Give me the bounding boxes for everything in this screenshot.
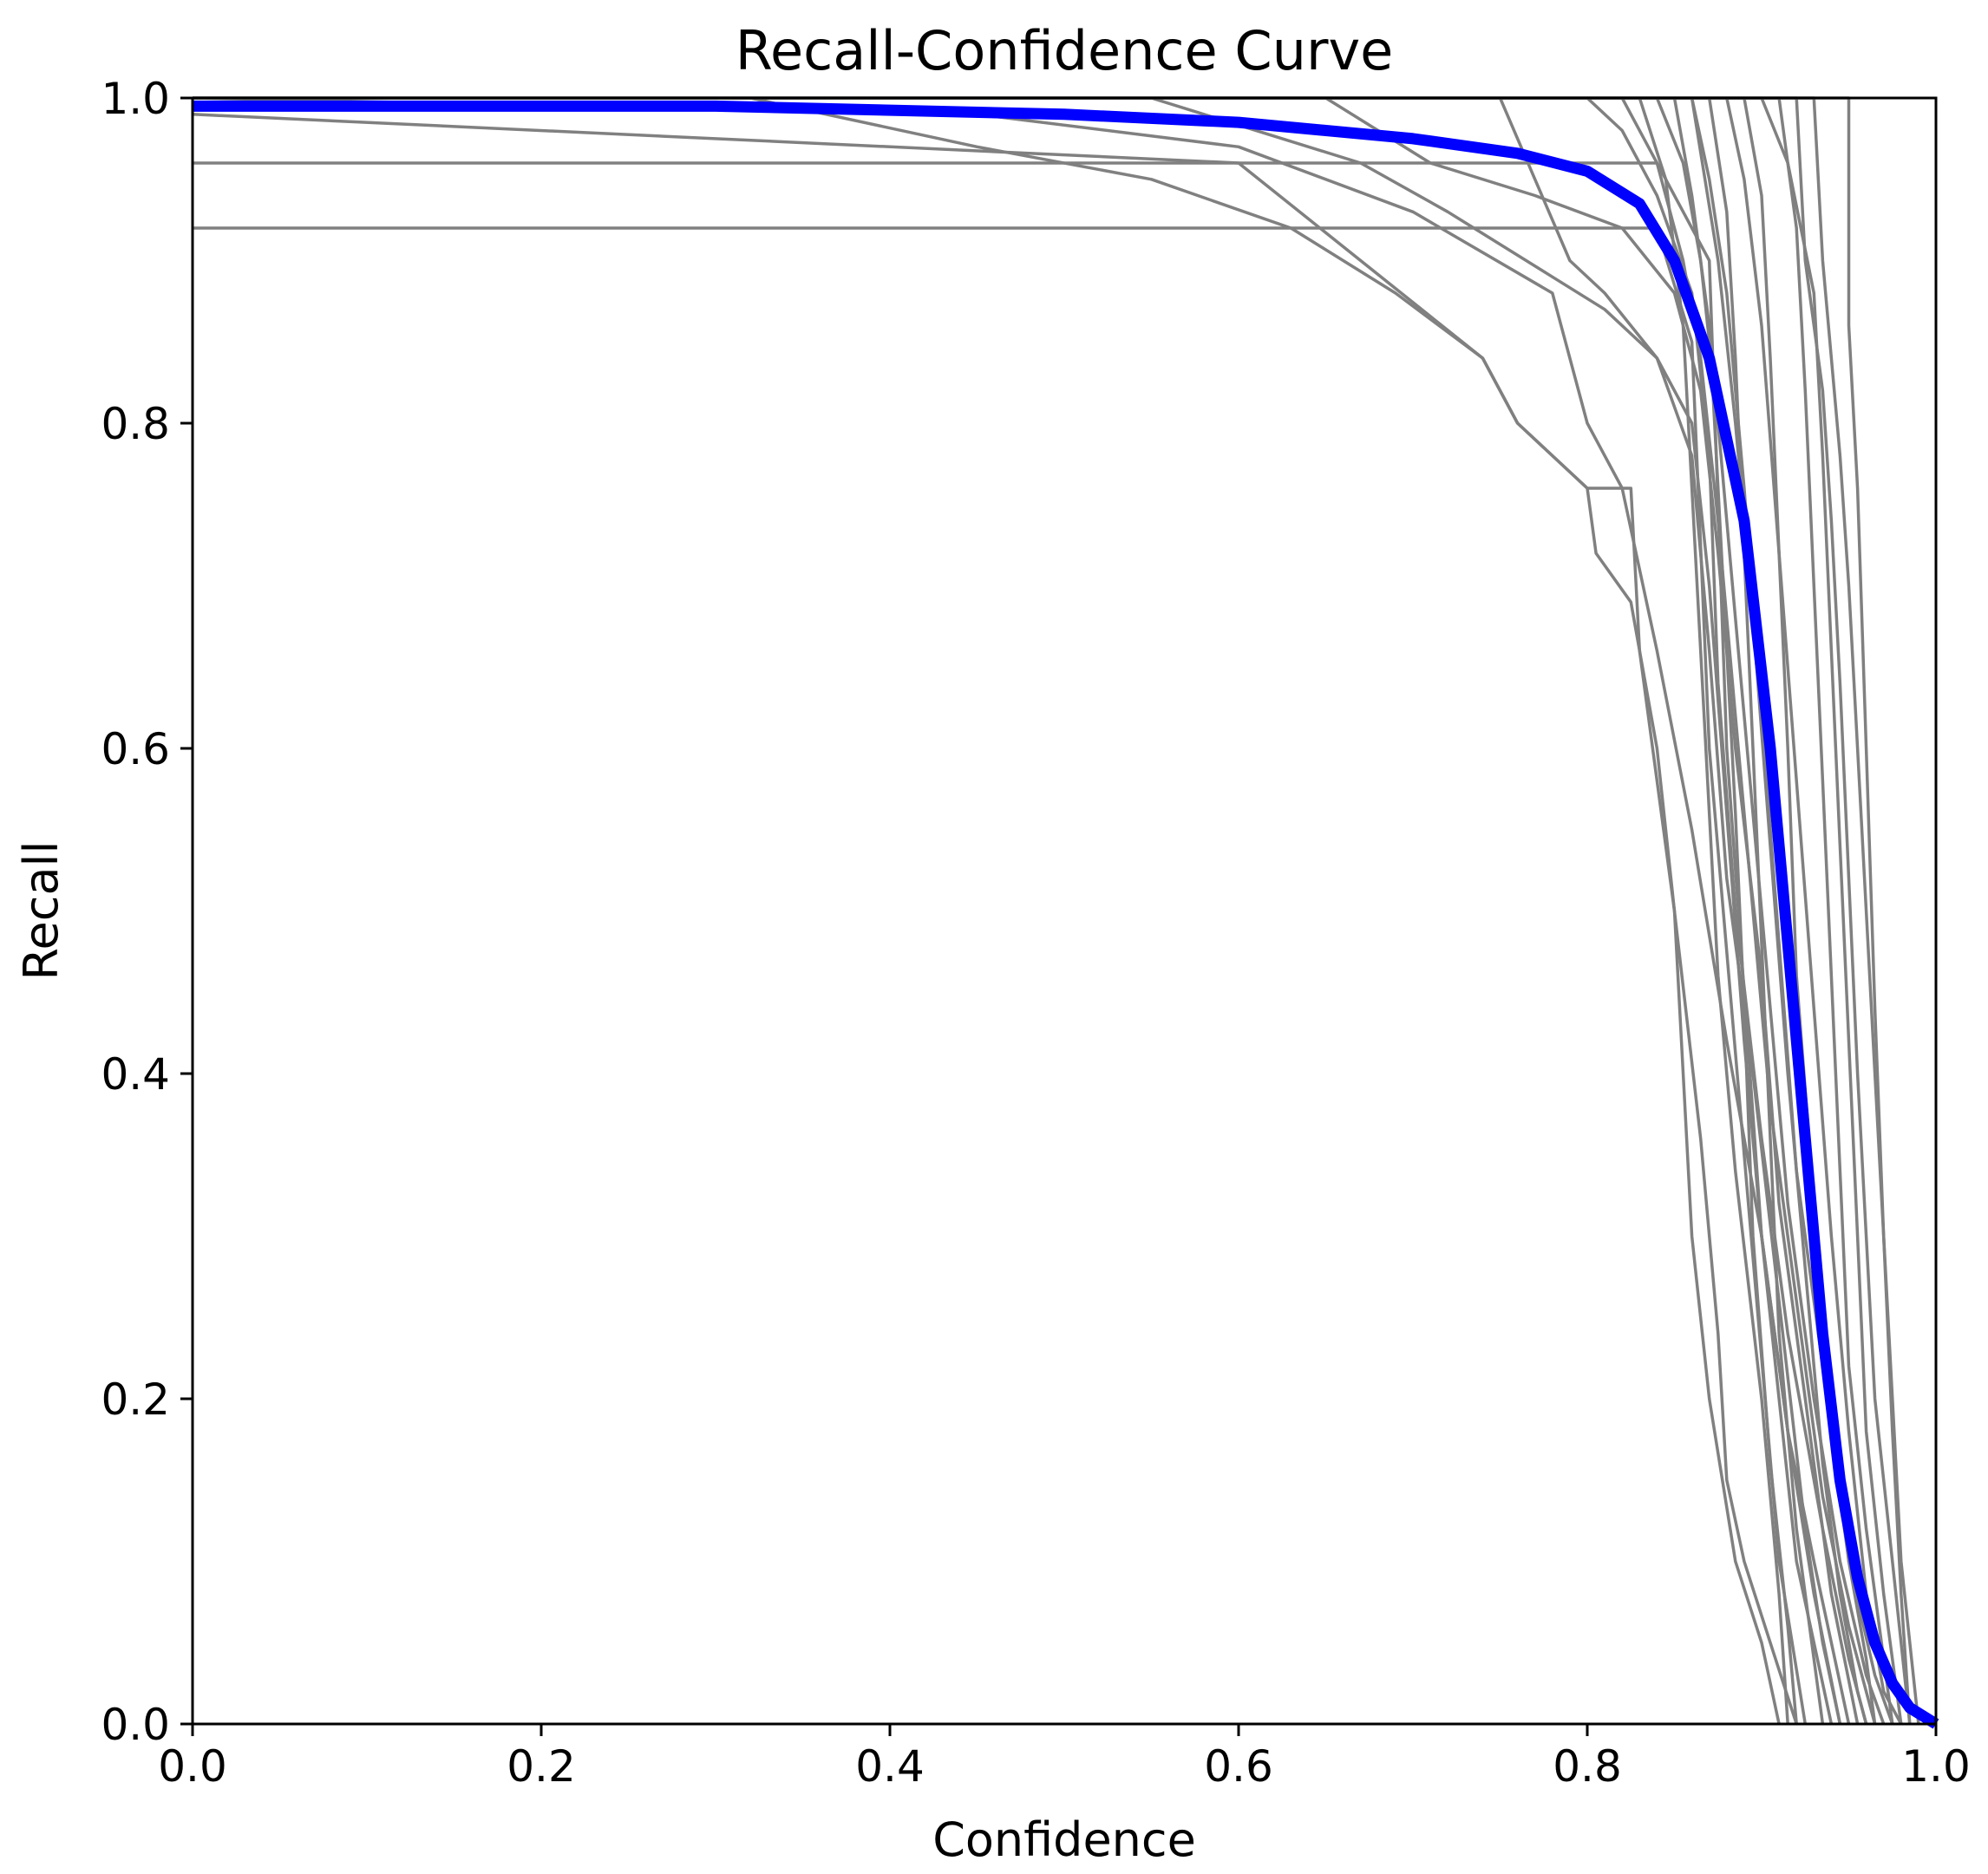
y-tick-label: 1.0 bbox=[101, 74, 170, 124]
y-tick-label: 0.0 bbox=[101, 1700, 170, 1750]
class-recall-curve bbox=[193, 96, 1903, 1725]
chart-title: Recall-Confidence Curve bbox=[736, 19, 1394, 82]
class-recall-curve bbox=[193, 96, 1894, 1725]
y-tick-label: 0.6 bbox=[101, 724, 170, 774]
plot-area bbox=[193, 98, 1936, 1724]
class-recall-curve bbox=[192, 113, 1781, 1725]
class-recall-curve bbox=[193, 96, 1912, 1725]
class-recall-curve bbox=[193, 96, 1798, 1725]
y-tick-label: 0.4 bbox=[101, 1049, 170, 1100]
x-tick-label: 1.0 bbox=[1901, 1741, 1971, 1792]
x-tick-label: 0.0 bbox=[158, 1741, 227, 1792]
class-recall-curve bbox=[193, 96, 1789, 1725]
x-tick-label: 0.2 bbox=[507, 1741, 576, 1792]
class-recall-curve bbox=[193, 96, 1868, 1725]
y-axis-ticks: 0.0 0.2 0.4 0.6 0.8 1.0 bbox=[101, 74, 193, 1750]
overall-recall-curve bbox=[193, 100, 1939, 1729]
class-recall-curve bbox=[193, 96, 1842, 1725]
class-recall-curve bbox=[193, 96, 1886, 1725]
plot-frame bbox=[191, 96, 1938, 1726]
class-recall-curve bbox=[193, 96, 1912, 1725]
class-recall-curve bbox=[193, 96, 1877, 1725]
x-tick-label: 0.8 bbox=[1553, 1741, 1622, 1792]
x-axis-label: Confidence bbox=[932, 1812, 1196, 1867]
y-tick-label: 0.8 bbox=[101, 399, 170, 449]
y-tick-label: 0.2 bbox=[101, 1374, 170, 1425]
x-tick-label: 0.6 bbox=[1204, 1741, 1273, 1792]
y-axis-label: Recall bbox=[14, 840, 69, 980]
x-tick-label: 0.4 bbox=[855, 1741, 925, 1792]
class-recall-curve bbox=[193, 96, 1798, 1725]
x-axis-ticks: 0.0 0.2 0.4 0.6 0.8 1.0 bbox=[158, 1724, 1971, 1792]
class-recall-curve bbox=[193, 96, 1825, 1725]
class-recall-curve bbox=[193, 96, 1877, 1725]
class-recall-curve bbox=[193, 96, 1868, 1725]
curve-group bbox=[192, 96, 1939, 1729]
